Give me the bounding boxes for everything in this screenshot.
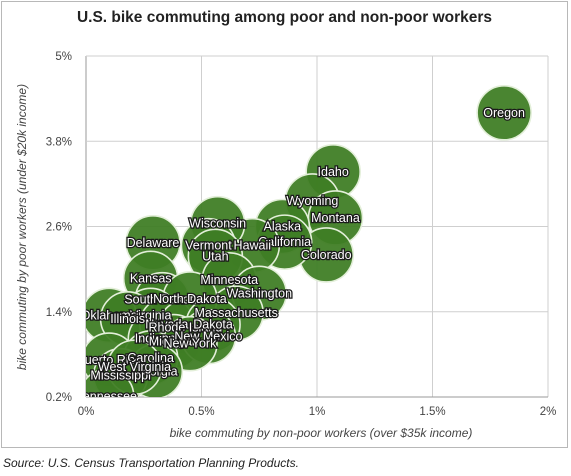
point-labels: OregonIdahoWyomingMontanaColoradoAlaskaC… (76, 105, 526, 403)
data-point-label: Colorado (301, 248, 352, 262)
source-note: Source: U.S. Census Transportation Plann… (3, 456, 299, 470)
data-point-label: Virginia (130, 308, 172, 322)
x-tick-label: 0% (78, 406, 95, 418)
data-point-label: Washington (226, 286, 292, 300)
data-points (86, 85, 532, 397)
data-point-label: Carolina (127, 351, 174, 365)
data-point-label: Vermont (185, 239, 232, 253)
data-point-label: Tennessee (77, 389, 138, 403)
data-point-label: Massachusetts (194, 306, 277, 320)
data-point (86, 368, 135, 397)
data-point-label: Nevada (145, 318, 188, 332)
tick-labels: 0% 0.5% 1% 1.5% 2% 0.2% 1.4% 2.6% 3.8% 5% (46, 51, 557, 418)
x-tick-label: 1.5% (419, 406, 445, 418)
data-point-label: Michigan (149, 335, 199, 349)
y-tick-label: 3.8% (46, 136, 72, 148)
data-point-label: Alaska (264, 220, 302, 234)
y-tick-label: 1.4% (46, 307, 72, 319)
scatter-chart: 0% 0.5% 1% 1.5% 2% 0.2% 1.4% 2.6% 3.8% 5% Oregon I… (15, 51, 557, 440)
y-tick-label: 2.6% (46, 222, 72, 234)
data-point-label: New York (164, 337, 218, 351)
data-point-label: Kansas (130, 271, 172, 285)
y-tick-label: 5% (55, 51, 72, 63)
data-point-label: Illinois (110, 312, 145, 326)
data-point-label: Idaho (318, 165, 349, 179)
data-point-label: New Mexico (174, 330, 242, 344)
x-tick-label: 1% (309, 406, 326, 418)
x-tick-label: 2% (540, 406, 557, 418)
data-point-label: California (258, 235, 311, 249)
data-point-label: Minnesota (200, 273, 258, 287)
data-point-label: Delaware (127, 236, 180, 250)
data-point-label: Montana (311, 211, 360, 225)
data-point-label: North Dakota (153, 292, 227, 306)
y-axis-label: bike commuting by poor workers (under $2… (15, 84, 29, 370)
data-point-label: Georgia (133, 364, 178, 378)
data-point-label: Indiana (135, 332, 176, 346)
x-axis-label: bike commuting by non-poor workers (over… (170, 426, 473, 440)
data-point-label: Wyoming (286, 194, 338, 208)
data-point-label: Utah (202, 249, 228, 263)
data-point-label: South Dakota (124, 293, 200, 307)
data-point-label: Rhode Island (148, 320, 222, 334)
data-point-label: Mississippi (90, 369, 150, 383)
data-point-label: West Virginia (98, 360, 171, 374)
data-point-label: Puerto Rico (76, 353, 141, 367)
data-point-label: Dakota (193, 318, 233, 332)
data-point-label: Wisconsin (189, 217, 246, 231)
data-point-label: Hawaii (234, 239, 272, 253)
chart-title: U.S. bike commuting among poor and non-p… (76, 9, 493, 26)
data-point-label: Oklahoma (81, 308, 138, 322)
x-tick-label: 0.5% (188, 406, 214, 418)
y-tick-label: 0.2% (46, 392, 72, 404)
data-point (476, 85, 532, 141)
data-point-label: Oregon (483, 106, 525, 120)
